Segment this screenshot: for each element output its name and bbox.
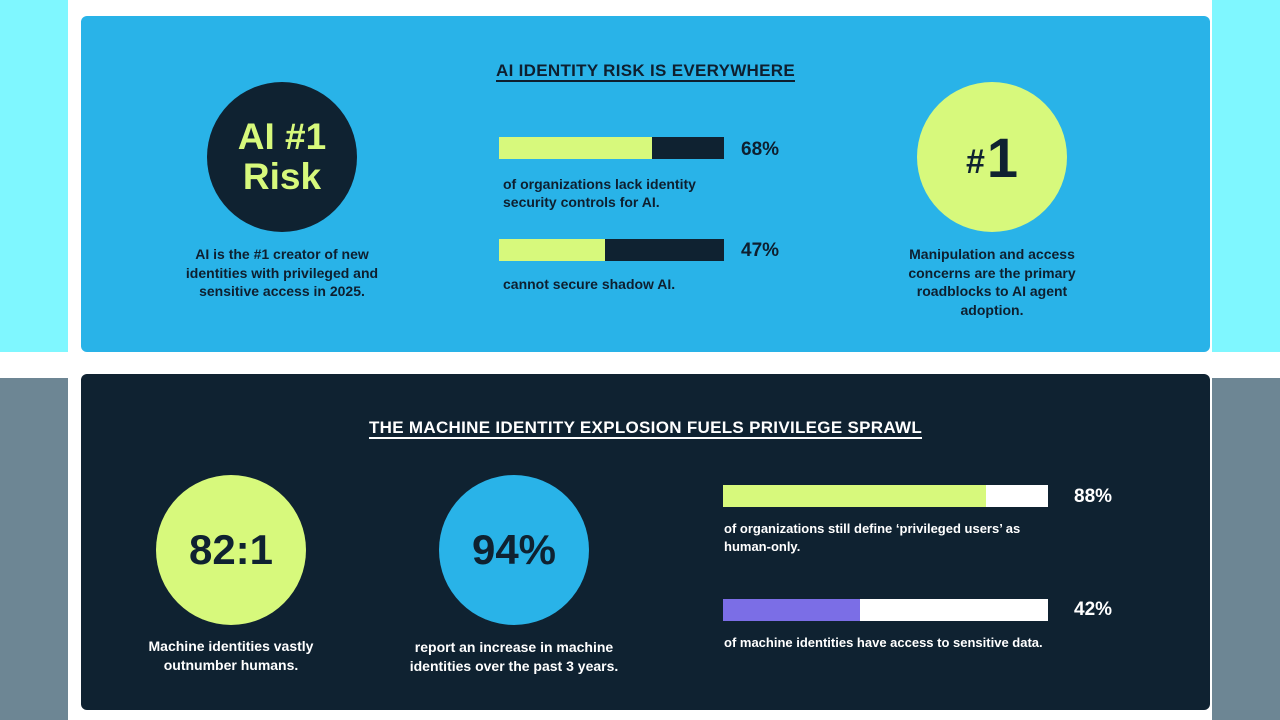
- stat-caption-lack-controls: of organizations lack identity security …: [503, 176, 696, 210]
- ratio-caption: Machine identities vastly outnumber huma…: [148, 638, 314, 673]
- stat-caption-shadow-ai: cannot secure shadow AI.: [503, 276, 676, 292]
- side-band-left-top: [0, 0, 68, 352]
- stat-caption-human-only: of organizations still define ‘privilege…: [724, 521, 1021, 554]
- ai-badge-line2: Risk: [242, 156, 322, 197]
- hash-symbol: #: [965, 142, 985, 181]
- machine-identity-panel: THE MACHINE IDENTITY EXPLOSION FUELS PRI…: [81, 374, 1210, 710]
- ai-number-one-risk-badge: AI #1 Risk: [207, 82, 357, 232]
- side-band-right-bottom: [1212, 378, 1280, 720]
- ai-badge-line1: AI #1: [237, 116, 327, 157]
- machine-identity-title: THE MACHINE IDENTITY EXPLOSION FUELS PRI…: [368, 418, 923, 437]
- stat-bar-sensitive-data: [723, 599, 1048, 621]
- stat-bar-lack-controls: [499, 137, 724, 159]
- ai-identity-risk-panel: AI IDENTITY RISK IS EVERYWHERE AI #1 Ris…: [81, 16, 1210, 352]
- stat-bar-human-only: [723, 485, 1048, 507]
- roadblock-caption: Manipulation and access concerns are the…: [908, 246, 1076, 318]
- ai-badge-caption: AI is the #1 creator of new identities w…: [185, 246, 379, 299]
- number-one-roadblock-badge: #1: [917, 82, 1067, 232]
- stat-bar-fill: [499, 239, 605, 261]
- stat-percent-shadow-ai: 47%: [741, 240, 780, 261]
- stat-bar-fill: [499, 137, 652, 159]
- side-band-right-top: [1212, 0, 1280, 352]
- stat-bar-fill: [723, 599, 860, 621]
- ai-risk-title: AI IDENTITY RISK IS EVERYWHERE: [496, 61, 795, 80]
- side-band-left-bottom: [0, 378, 68, 720]
- stat-percent-human-only: 88%: [1074, 486, 1113, 507]
- stat-percent-lack-controls: 68%: [741, 139, 780, 160]
- stat-bar-shadow-ai: [499, 239, 724, 261]
- stat-caption-sensitive-data: of machine identities have access to sen…: [724, 635, 1043, 650]
- ratio-badge: 82:1: [156, 475, 306, 625]
- badge-number: 1: [986, 125, 1019, 189]
- stat-percent-sensitive-data: 42%: [1074, 599, 1113, 620]
- increase-caption: report an increase in machine identities…: [409, 639, 619, 674]
- stat-bar-fill: [723, 485, 987, 507]
- increase-percent-badge: 94%: [439, 475, 589, 625]
